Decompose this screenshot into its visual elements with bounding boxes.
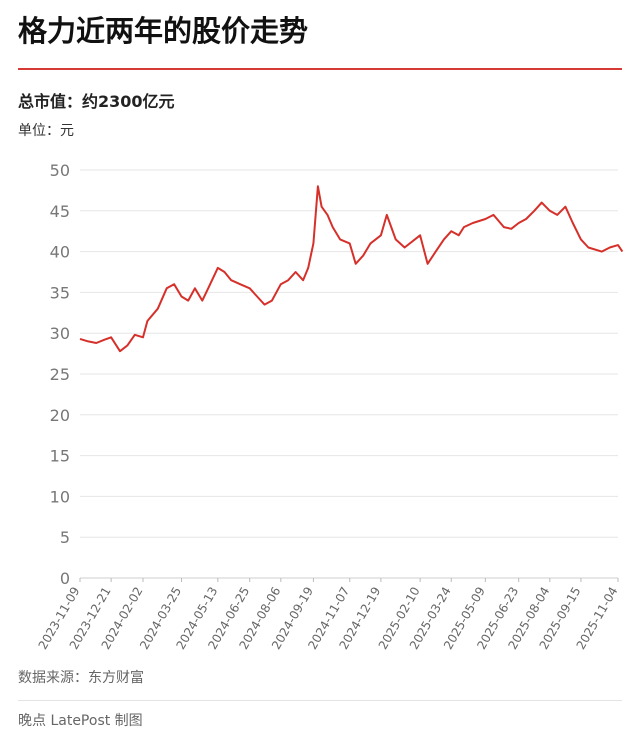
credit-note: 晚点 LatePost 制图 [18, 713, 143, 729]
title-divider [18, 68, 622, 70]
y-tick-label: 5 [60, 528, 70, 547]
data-source-note: 数据来源：东方财富 [18, 670, 144, 686]
y-tick-label: 0 [60, 569, 70, 588]
y-tick-label: 15 [50, 447, 70, 466]
y-tick-label: 40 [50, 243, 70, 262]
y-tick-label: 20 [50, 406, 70, 425]
y-tick-label: 10 [50, 487, 70, 506]
chart-series [79, 185, 624, 353]
y-tick-label: 30 [50, 324, 70, 343]
chart-subtitle: 总市值：约2300亿元 [18, 92, 175, 111]
footer-divider [18, 700, 622, 701]
y-tick-label: 50 [50, 161, 70, 180]
y-tick-label: 45 [50, 202, 70, 221]
y-axis-ticks: 0 5 10 15 20 25 30 35 40 45 50 [50, 161, 70, 588]
chart-grid [80, 169, 618, 579]
x-axis-ticks: 2023-11-092023-12-212024-02-022024-03-25… [36, 578, 621, 652]
chart-title: 格力近两年的股价走势 [18, 14, 309, 48]
y-axis-unit-label: 单位：元 [18, 123, 74, 139]
y-tick-label: 25 [50, 365, 70, 384]
stock-price-line-chart: 0 5 10 15 20 25 30 35 40 45 50 2023-11-092023-12-2… [36, 161, 624, 652]
price-series-line [79, 185, 624, 353]
y-tick-label: 35 [50, 283, 70, 302]
